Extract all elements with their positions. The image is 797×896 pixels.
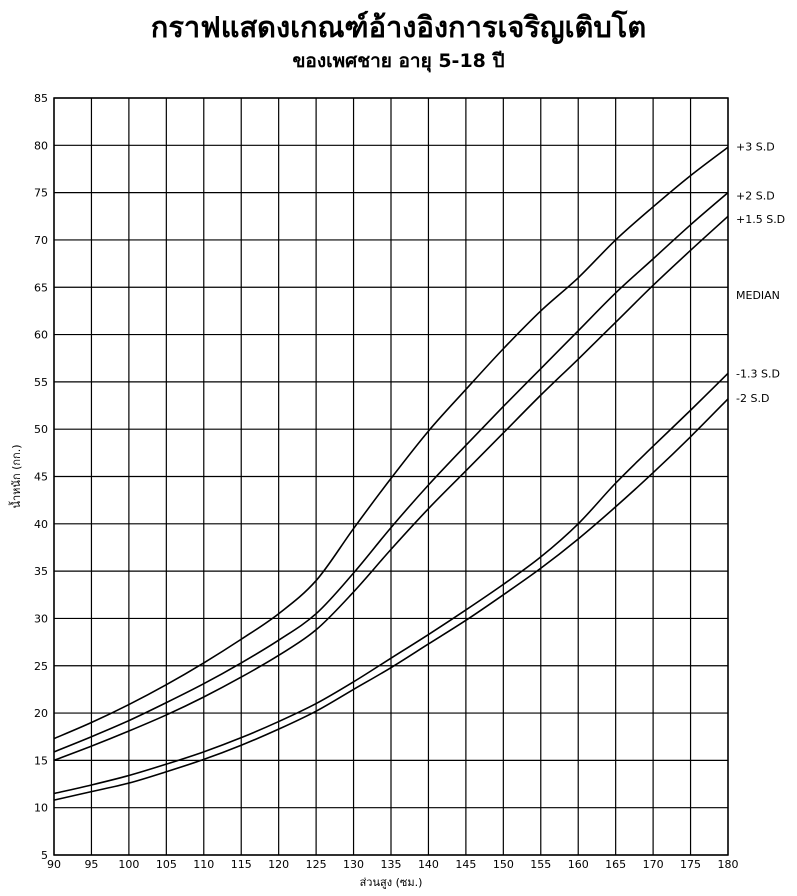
- series-line-3: [53, 372, 729, 795]
- y-tick-labels: 5 10 15 20 25 30 35 40 45 50 55 60 65 70 75 80 85: [34, 92, 48, 862]
- y-tick-label-16: 85: [34, 92, 48, 105]
- chart-title: กราฟแสดงเกณฑ์อ้างอิงการเจริญเติบโต: [150, 10, 647, 44]
- y-tick-label-12: 65: [34, 281, 48, 294]
- y-tick-label-5: 30: [34, 612, 48, 625]
- y-tick-label-6: 35: [34, 565, 48, 578]
- x-tick-label-18: 180: [718, 858, 739, 871]
- x-tick-label-5: 115: [231, 858, 252, 871]
- y-tick-label-4: 25: [34, 660, 48, 673]
- x-axis-label: ส่วนสูง (ซม.): [360, 876, 423, 889]
- curve-label-2: +1.5 S.D: [736, 213, 785, 226]
- x-tick-label-16: 170: [643, 858, 664, 871]
- curve-label-3: MEDIAN: [736, 289, 780, 302]
- x-tick-label-8: 130: [343, 858, 364, 871]
- x-tick-label-0: 90: [47, 858, 61, 871]
- x-tick-label-4: 110: [193, 858, 214, 871]
- x-tick-label-13: 155: [530, 858, 551, 871]
- y-tick-label-13: 70: [34, 234, 48, 247]
- y-tick-label-7: 40: [34, 518, 48, 531]
- y-tick-label-11: 60: [34, 329, 48, 342]
- y-tick-label-15: 80: [34, 139, 48, 152]
- curve-label-1: +2 S.D: [736, 189, 775, 202]
- x-tick-labels: 90 95 100 105 110 115 120 125 130 135 140 145 150 155…: [47, 858, 739, 871]
- curve-label-5: -2 S.D: [736, 392, 769, 405]
- x-tick-label-17: 175: [680, 858, 701, 871]
- x-tick-label-1: 95: [84, 858, 98, 871]
- x-tick-label-7: 125: [306, 858, 327, 871]
- series-line-1: [53, 192, 729, 753]
- x-tick-label-12: 150: [493, 858, 514, 871]
- right-curve-labels: +3 S.D +2 S.D +1.5 S.D MEDIAN -1.3 S.D -2 S.D: [736, 140, 785, 405]
- x-tick-label-3: 105: [156, 858, 177, 871]
- x-tick-label-14: 160: [568, 858, 589, 871]
- curve-label-0: +3 S.D: [736, 140, 775, 153]
- y-axis-label: น้ำหนัก (กก.): [8, 444, 23, 508]
- x-tick-label-11: 145: [455, 858, 476, 871]
- chart-subtitle: ของเพศชาย อายุ 5-18 ปี: [292, 50, 505, 72]
- x-tick-label-10: 140: [418, 858, 439, 871]
- y-tick-label-10: 55: [34, 376, 48, 389]
- x-tick-label-2: 100: [118, 858, 139, 871]
- y-tick-label-1: 10: [34, 802, 48, 815]
- plot-frame: [53, 97, 729, 856]
- y-tick-label-14: 75: [34, 187, 48, 200]
- y-tick-label-2: 15: [34, 754, 48, 767]
- grid: [53, 97, 729, 856]
- y-tick-label-8: 45: [34, 471, 48, 484]
- x-tick-label-9: 135: [381, 858, 402, 871]
- series-line-0: [53, 146, 729, 740]
- curve-label-4: -1.3 S.D: [736, 367, 780, 380]
- y-tick-label-9: 50: [34, 423, 48, 436]
- series-line-2: [53, 215, 729, 762]
- series-lines: [53, 146, 729, 801]
- series-line-4: [53, 398, 729, 801]
- y-tick-label-0: 5: [41, 849, 48, 862]
- x-tick-label-6: 120: [268, 858, 289, 871]
- y-tick-label-3: 20: [34, 707, 48, 720]
- x-tick-label-15: 165: [605, 858, 626, 871]
